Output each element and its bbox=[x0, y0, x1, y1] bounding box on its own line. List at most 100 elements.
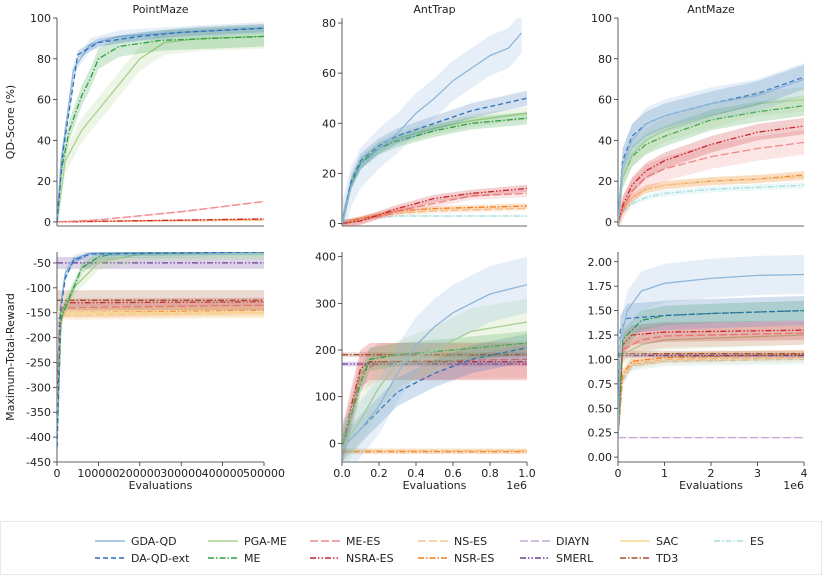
line-nsr-es bbox=[57, 309, 264, 448]
band-pga-me bbox=[618, 325, 804, 448]
y-tick-label: 0.25 bbox=[588, 427, 613, 440]
band-me-es bbox=[342, 340, 527, 462]
legend-item-pga-me: PGA-ME bbox=[208, 535, 287, 548]
y-tick-label: 80 bbox=[37, 53, 51, 66]
x-tick-label: 0.2 bbox=[370, 467, 388, 480]
legend-label: NSR-ES bbox=[454, 552, 494, 565]
band-nsr-es bbox=[342, 203, 527, 226]
band-gda-qd bbox=[618, 62, 804, 226]
legend-item-sac: SAC bbox=[620, 535, 679, 548]
legend-item-diayn: DIAYN bbox=[520, 535, 589, 548]
legend-label: GDA-QD bbox=[131, 535, 177, 548]
panel-antmaze-reward: 0.00 0.25 0.50 0.75 1.00 1.25 1.50 1.75 2.00 0 1 2 3… bbox=[588, 252, 808, 492]
y-tick-label: 200 bbox=[315, 344, 336, 357]
legend-item-me-es: ME-ES bbox=[310, 535, 380, 548]
line-es bbox=[618, 184, 804, 223]
legend-item-nsr-es: NSR-ES bbox=[418, 552, 494, 565]
legend-item-nsra-es: NSRA-ES bbox=[310, 552, 394, 565]
line-pga-me bbox=[57, 252, 264, 448]
panel-pointmaze-reward: -450 -400 -350 -300 -250 -200 -150 -100 -50 0 1000… bbox=[4, 252, 285, 492]
y-tick-label: 0.00 bbox=[588, 451, 613, 464]
y-tick-label: -400 bbox=[26, 431, 51, 444]
line-nsra-es bbox=[57, 218, 264, 223]
line-nsr-es bbox=[618, 353, 804, 438]
y-tick-label: -150 bbox=[26, 307, 51, 320]
line-es bbox=[342, 215, 527, 225]
y-tick-label: 1.50 bbox=[588, 305, 613, 318]
line-nsra-es bbox=[342, 187, 527, 225]
y-tick-label: 0.75 bbox=[588, 378, 613, 391]
line-ns-es bbox=[618, 176, 804, 223]
band-nsra-es bbox=[618, 117, 804, 226]
band-ns-es bbox=[618, 173, 804, 226]
panel-pointmaze-qd: 0 20 40 60 80 100 PointMaze QD-Score (%) bbox=[4, 3, 264, 229]
band-pga-me bbox=[618, 87, 804, 226]
y-tick-label: -350 bbox=[26, 406, 51, 419]
y-tick-label: 1.75 bbox=[588, 280, 613, 293]
y-tick-label: -450 bbox=[26, 456, 51, 469]
legend-item-ns-es: NS-ES bbox=[418, 535, 487, 548]
legend-label: SMERL bbox=[556, 552, 594, 565]
y-tick-label: 40 bbox=[598, 134, 612, 147]
x-axis-label: Evaluations bbox=[403, 479, 467, 492]
line-nsra-es bbox=[618, 125, 804, 223]
x-scale-label: 1e6 bbox=[506, 479, 527, 492]
legend-label: DA-QD-ext bbox=[131, 552, 190, 565]
y-tick-label: 60 bbox=[598, 94, 612, 107]
y-tick-label: 40 bbox=[37, 134, 51, 147]
panel-title: AntMaze bbox=[687, 3, 735, 16]
y-tick-label: 2.00 bbox=[588, 256, 613, 269]
panel-title: PointMaze bbox=[132, 3, 188, 16]
band-me-es bbox=[57, 200, 264, 223]
band-da-qd-ext bbox=[618, 296, 804, 453]
y-tick-label: 400 bbox=[315, 251, 336, 264]
line-da-qd-ext bbox=[57, 252, 264, 448]
x-tick-label: 100000 bbox=[77, 467, 119, 480]
line-me bbox=[342, 117, 527, 224]
panel-title: AntTrap bbox=[413, 3, 455, 16]
y-tick-label: 0 bbox=[44, 216, 51, 229]
y-tick-label: 80 bbox=[598, 53, 612, 66]
legend-label: DIAYN bbox=[556, 535, 589, 548]
x-tick-label: 300000 bbox=[160, 467, 202, 480]
y-axis-label: Maximum-Total-Reward bbox=[4, 293, 17, 421]
legend-item-me: ME bbox=[208, 552, 260, 565]
x-tick-label: 0.4 bbox=[407, 467, 425, 480]
legend-label: TD3 bbox=[655, 552, 678, 565]
y-tick-label: 20 bbox=[598, 175, 612, 188]
band-da-qd-ext bbox=[342, 90, 527, 226]
x-axis-label: Evaluations bbox=[679, 479, 743, 492]
band-nsra-es bbox=[618, 320, 804, 448]
band-me bbox=[57, 26, 264, 226]
band-gda-qd bbox=[342, 18, 522, 226]
panel-anttrap-qd: 0 20 40 60 80 AntTrap bbox=[322, 3, 527, 230]
legend-item-da-qd-ext: DA-QD-ext bbox=[95, 552, 190, 565]
x-tick-label: 0 bbox=[615, 467, 622, 480]
legend-item-td3: TD3 bbox=[620, 552, 678, 565]
band-me bbox=[618, 300, 804, 448]
x-tick-label: 0.6 bbox=[444, 467, 462, 480]
line-gda-qd bbox=[342, 32, 522, 224]
y-tick-label: -100 bbox=[26, 282, 51, 295]
panel-anttrap-reward: 0 100 200 300 400 0.0 0.2 0.4 0.6 0.8 1.0 Evaluatio… bbox=[315, 251, 536, 492]
band-nsra-es bbox=[342, 343, 527, 462]
y-tick-label: 100 bbox=[30, 12, 51, 25]
legend-label: ME bbox=[244, 552, 260, 565]
y-tick-label: 60 bbox=[322, 67, 336, 80]
line-gda-qd bbox=[618, 78, 804, 222]
legend-item-smerl: SMERL bbox=[520, 552, 594, 565]
line-gda-qd bbox=[618, 273, 804, 438]
y-tick-label: 0 bbox=[329, 217, 336, 230]
plot-area bbox=[57, 22, 264, 226]
band-me-es bbox=[342, 189, 527, 226]
y-tick-label: -50 bbox=[33, 257, 51, 270]
y-tick-label: 20 bbox=[322, 167, 336, 180]
legend-item-es: ES bbox=[714, 535, 764, 548]
band-me bbox=[342, 331, 527, 460]
band-nsr-es bbox=[618, 349, 804, 443]
plot-area bbox=[618, 62, 804, 226]
x-tick-label: 200000 bbox=[119, 467, 161, 480]
band-gda-qd bbox=[342, 256, 527, 462]
line-pga-me bbox=[342, 112, 527, 224]
